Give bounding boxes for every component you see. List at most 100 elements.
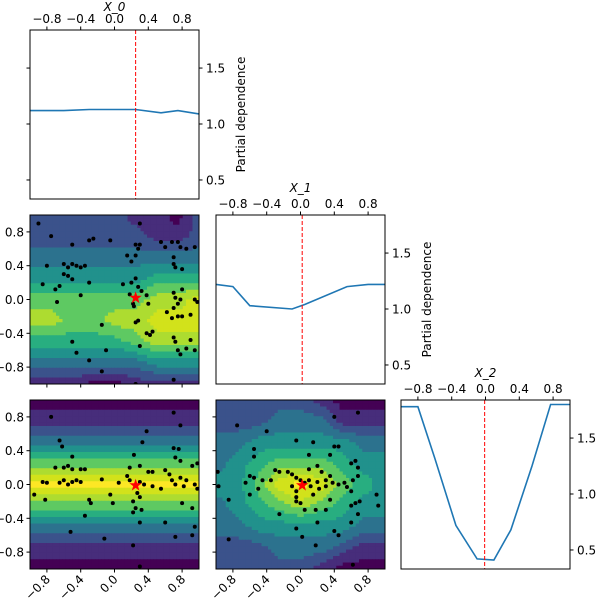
contour-cell [153,416,158,420]
contour-cell [108,442,112,446]
contour-cell [163,422,167,427]
contour-cell [169,215,174,219]
contour-cell [56,345,60,349]
contour-cell [134,474,138,479]
contour-cell [111,517,115,521]
contour-cell [75,367,80,372]
contour-cell [189,468,193,472]
contour-cell [140,221,145,226]
contour-cell [56,228,60,232]
contour-cell [95,286,99,291]
contour-cell [36,260,41,265]
contour-cell [156,276,161,281]
contour-cell [43,247,47,252]
contour-cell [85,244,89,248]
contour-cell [59,302,63,307]
contour-cell [173,325,177,330]
contour-cell [65,523,70,528]
contour-cell [137,409,141,414]
contour-cell [153,442,158,446]
contour-cell [82,435,86,440]
contour-cell [59,403,63,407]
contour-cell [49,332,54,336]
contour-cell [114,507,119,511]
contour-cell [85,276,89,281]
contour-cell [49,254,54,258]
contour-cell [160,358,164,362]
contour-cell [173,228,177,232]
contour-cell [156,231,161,235]
contour-cell [127,364,132,369]
contour-cell [186,445,190,450]
contour-cell [108,364,112,369]
contour-cell [156,267,161,271]
contour-cell [69,491,73,495]
contour-cell [95,523,99,528]
contour-cell [134,487,138,492]
contour-cell [111,283,115,287]
contour-cell [140,510,145,515]
contour-cell [69,523,73,528]
contour-cell [85,215,89,219]
contour-cell [104,215,109,219]
contour-cell [179,364,184,369]
contour-cell [176,332,180,336]
contour-cell [69,263,73,268]
contour-cell [147,322,151,326]
contour-cell [30,270,34,274]
contour-cell [186,309,190,313]
contour-cell [140,400,145,404]
contour-cell [111,280,115,284]
contour-cell [46,221,50,226]
contour-cell [143,432,148,437]
contour-cell [192,309,197,313]
contour-cell [95,231,99,235]
contour-cell [59,332,63,336]
contour-cell [72,221,76,226]
contour-cell [182,371,187,375]
contour-cell [46,530,50,534]
contour-cell [82,354,86,359]
contour-cell [56,419,60,424]
contour-cell [33,341,37,346]
contour-cell [52,461,57,466]
contour-cell [137,260,141,265]
contour-cell [39,276,44,281]
contour-cell [156,215,161,219]
contour-cell [156,413,161,417]
contour-cell [114,224,119,229]
contour-cell [127,260,132,265]
contour-cell [186,351,190,356]
contour-cell [78,526,83,531]
contour-cell [166,224,171,229]
contour-cell [134,377,138,382]
contour-cell [98,244,102,248]
contour-cell [72,289,76,294]
contour-cell [127,491,132,495]
contour-cell [101,218,106,222]
contour-cell [30,530,34,534]
contour-cell [95,283,99,287]
contour-cell [173,429,177,433]
contour-cell [127,351,132,356]
contour-cell [39,513,44,518]
contour-cell [153,497,158,502]
contour-cell [36,293,41,297]
contour-cell [39,403,44,407]
contour-cell [36,458,41,463]
contour-cell [49,429,54,433]
contour-cell [101,224,106,229]
contour-cell [189,322,193,326]
contour-cell [163,254,167,258]
contour-cell [195,435,199,440]
contour-cell [39,374,44,378]
contour-cell [95,403,99,407]
contour-cell [130,351,135,356]
contour-cell [150,406,154,411]
contour-cell [49,306,54,310]
contour-cell [140,322,145,326]
x-tick-label: 0.8 [359,197,378,211]
contour-cell [137,215,141,219]
contour-cell [46,432,50,437]
contour-cell [98,422,102,427]
